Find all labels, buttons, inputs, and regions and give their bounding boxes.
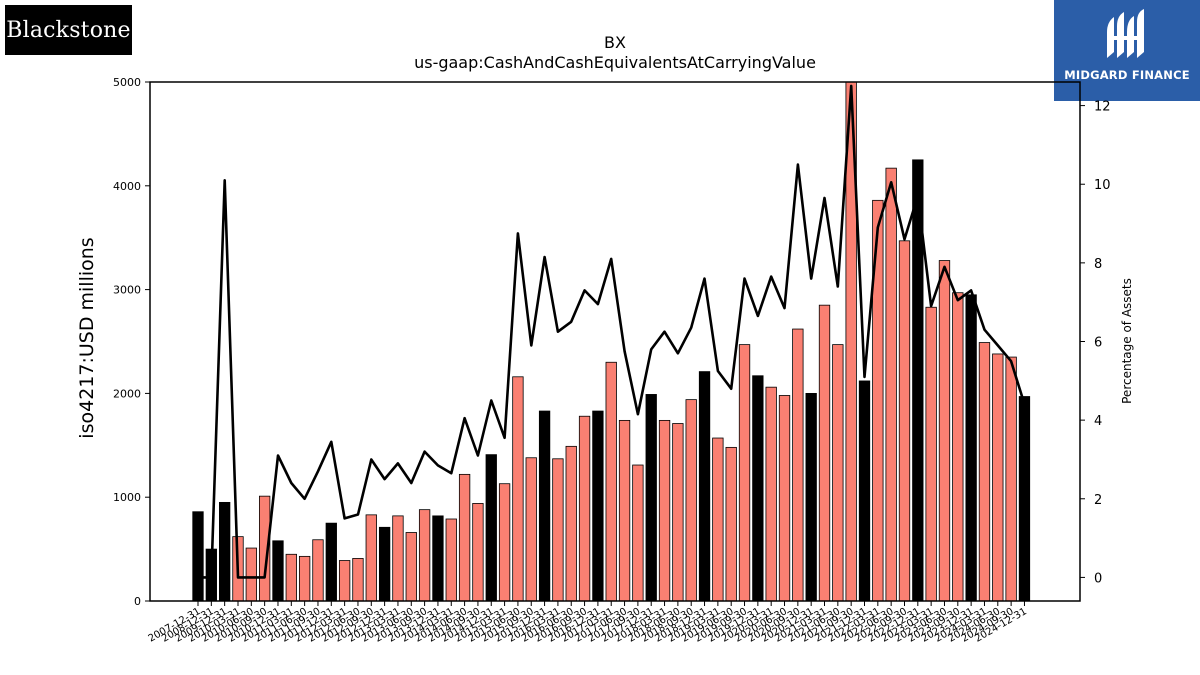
bar (1018, 396, 1031, 602)
bar (698, 371, 711, 602)
y2-axis-label: Percentage of Assets (1120, 278, 1134, 404)
bar (512, 376, 524, 602)
bar (765, 386, 777, 602)
bar (485, 454, 497, 602)
bar (498, 483, 511, 602)
line-group (198, 84, 1026, 579)
midgard-brand-text: MIDGARD FINANCE (1064, 68, 1190, 82)
bar (645, 394, 657, 602)
y2-tick-label: 0 (1094, 571, 1102, 586)
chart-subtitle: us-gaap:CashAndCashEquivalentsAtCarrying… (414, 53, 816, 72)
bar (578, 415, 591, 602)
midgard-emblem-icon (1107, 9, 1144, 58)
bar (365, 514, 377, 602)
bar (472, 503, 484, 602)
percentage-line (198, 84, 1026, 579)
bar (738, 344, 751, 602)
bar (952, 292, 964, 602)
bar (992, 353, 1004, 602)
bar (525, 457, 537, 602)
bars-group (192, 81, 1031, 602)
bar (298, 555, 311, 602)
y-tick-label: 1000 (113, 491, 141, 504)
bar (818, 304, 831, 602)
bar (552, 458, 564, 602)
bar (272, 540, 284, 602)
bar (325, 522, 337, 602)
bar (672, 423, 684, 602)
bar (685, 399, 697, 602)
bar (285, 553, 297, 602)
bar (658, 419, 671, 602)
bar (592, 410, 604, 602)
bar (885, 167, 897, 602)
plot-frame (149, 81, 1081, 602)
y2-tick-label: 2 (1094, 493, 1102, 508)
y-axis-label: iso4217:USD millions (76, 237, 98, 438)
bar (245, 547, 257, 602)
midgard-finance-logo: MIDGARD FINANCE (1054, 0, 1200, 101)
bar (898, 240, 911, 602)
bar (618, 419, 631, 602)
y2-tick-label: 4 (1094, 414, 1102, 429)
bar (978, 342, 991, 602)
y2-tick-label: 6 (1094, 336, 1102, 351)
bar (219, 501, 231, 602)
y2-tick-label: 8 (1094, 257, 1102, 272)
bar (632, 464, 644, 602)
y-ticks: 0 1000 2000 3000 4000 5000 (113, 76, 150, 608)
y-tick-label: 2000 (113, 387, 141, 400)
bar (832, 344, 844, 602)
bar (778, 395, 791, 602)
y-tick-label: 4000 (113, 180, 141, 193)
bar (312, 539, 324, 602)
y-tick-label: 3000 (113, 284, 141, 297)
bar (352, 558, 364, 602)
bar (725, 446, 737, 602)
bar (338, 560, 351, 602)
bar (858, 380, 871, 602)
bar (925, 306, 937, 602)
x-ticks: 2007-12-312008-12-312009-12-312010-03-31… (147, 601, 1029, 645)
bar (392, 515, 404, 602)
bar (605, 361, 617, 602)
bar (538, 410, 551, 602)
chart-title: BX (604, 33, 626, 52)
y-tick-label: 5000 (113, 76, 141, 89)
y2-tick-label: 10 (1094, 178, 1111, 193)
y2-ticks: 0 2 4 6 8 10 12 (1080, 100, 1111, 586)
bar (458, 473, 471, 602)
bar (445, 518, 457, 602)
bar (432, 515, 444, 602)
y-tick-label: 0 (134, 595, 141, 608)
bar (938, 260, 951, 602)
bar (805, 392, 817, 602)
bar (712, 437, 724, 602)
bar (1005, 356, 1017, 602)
bar (192, 511, 204, 602)
bar (405, 532, 417, 602)
blackstone-logo: Blackstone (5, 5, 132, 55)
bar (378, 526, 391, 602)
bar (418, 509, 431, 602)
bar (792, 328, 804, 602)
bar (965, 294, 977, 602)
bar (752, 375, 764, 602)
y2-tick-label: 12 (1094, 100, 1111, 115)
bar (565, 445, 577, 602)
